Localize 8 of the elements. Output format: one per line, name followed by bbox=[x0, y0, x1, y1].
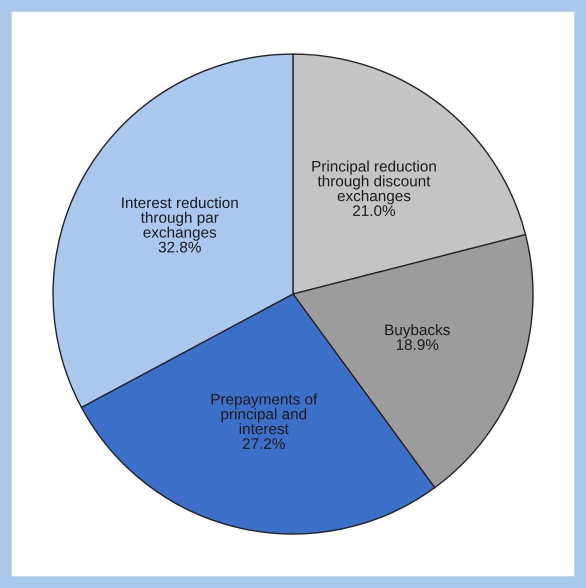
slice-label: Buybacks bbox=[385, 324, 450, 338]
slice-label: Prepayments of principal and interest bbox=[212, 393, 318, 434]
data-label: 18.9% bbox=[396, 339, 438, 350]
data-label: 32.8% bbox=[158, 242, 201, 253]
data-label: 21.0% bbox=[353, 205, 396, 216]
slice-label: Interest reduction through par exchanges bbox=[122, 196, 238, 241]
data-label: 27.2% bbox=[242, 438, 285, 449]
slice-label: Principal reduction through discount exchanges bbox=[312, 160, 436, 204]
